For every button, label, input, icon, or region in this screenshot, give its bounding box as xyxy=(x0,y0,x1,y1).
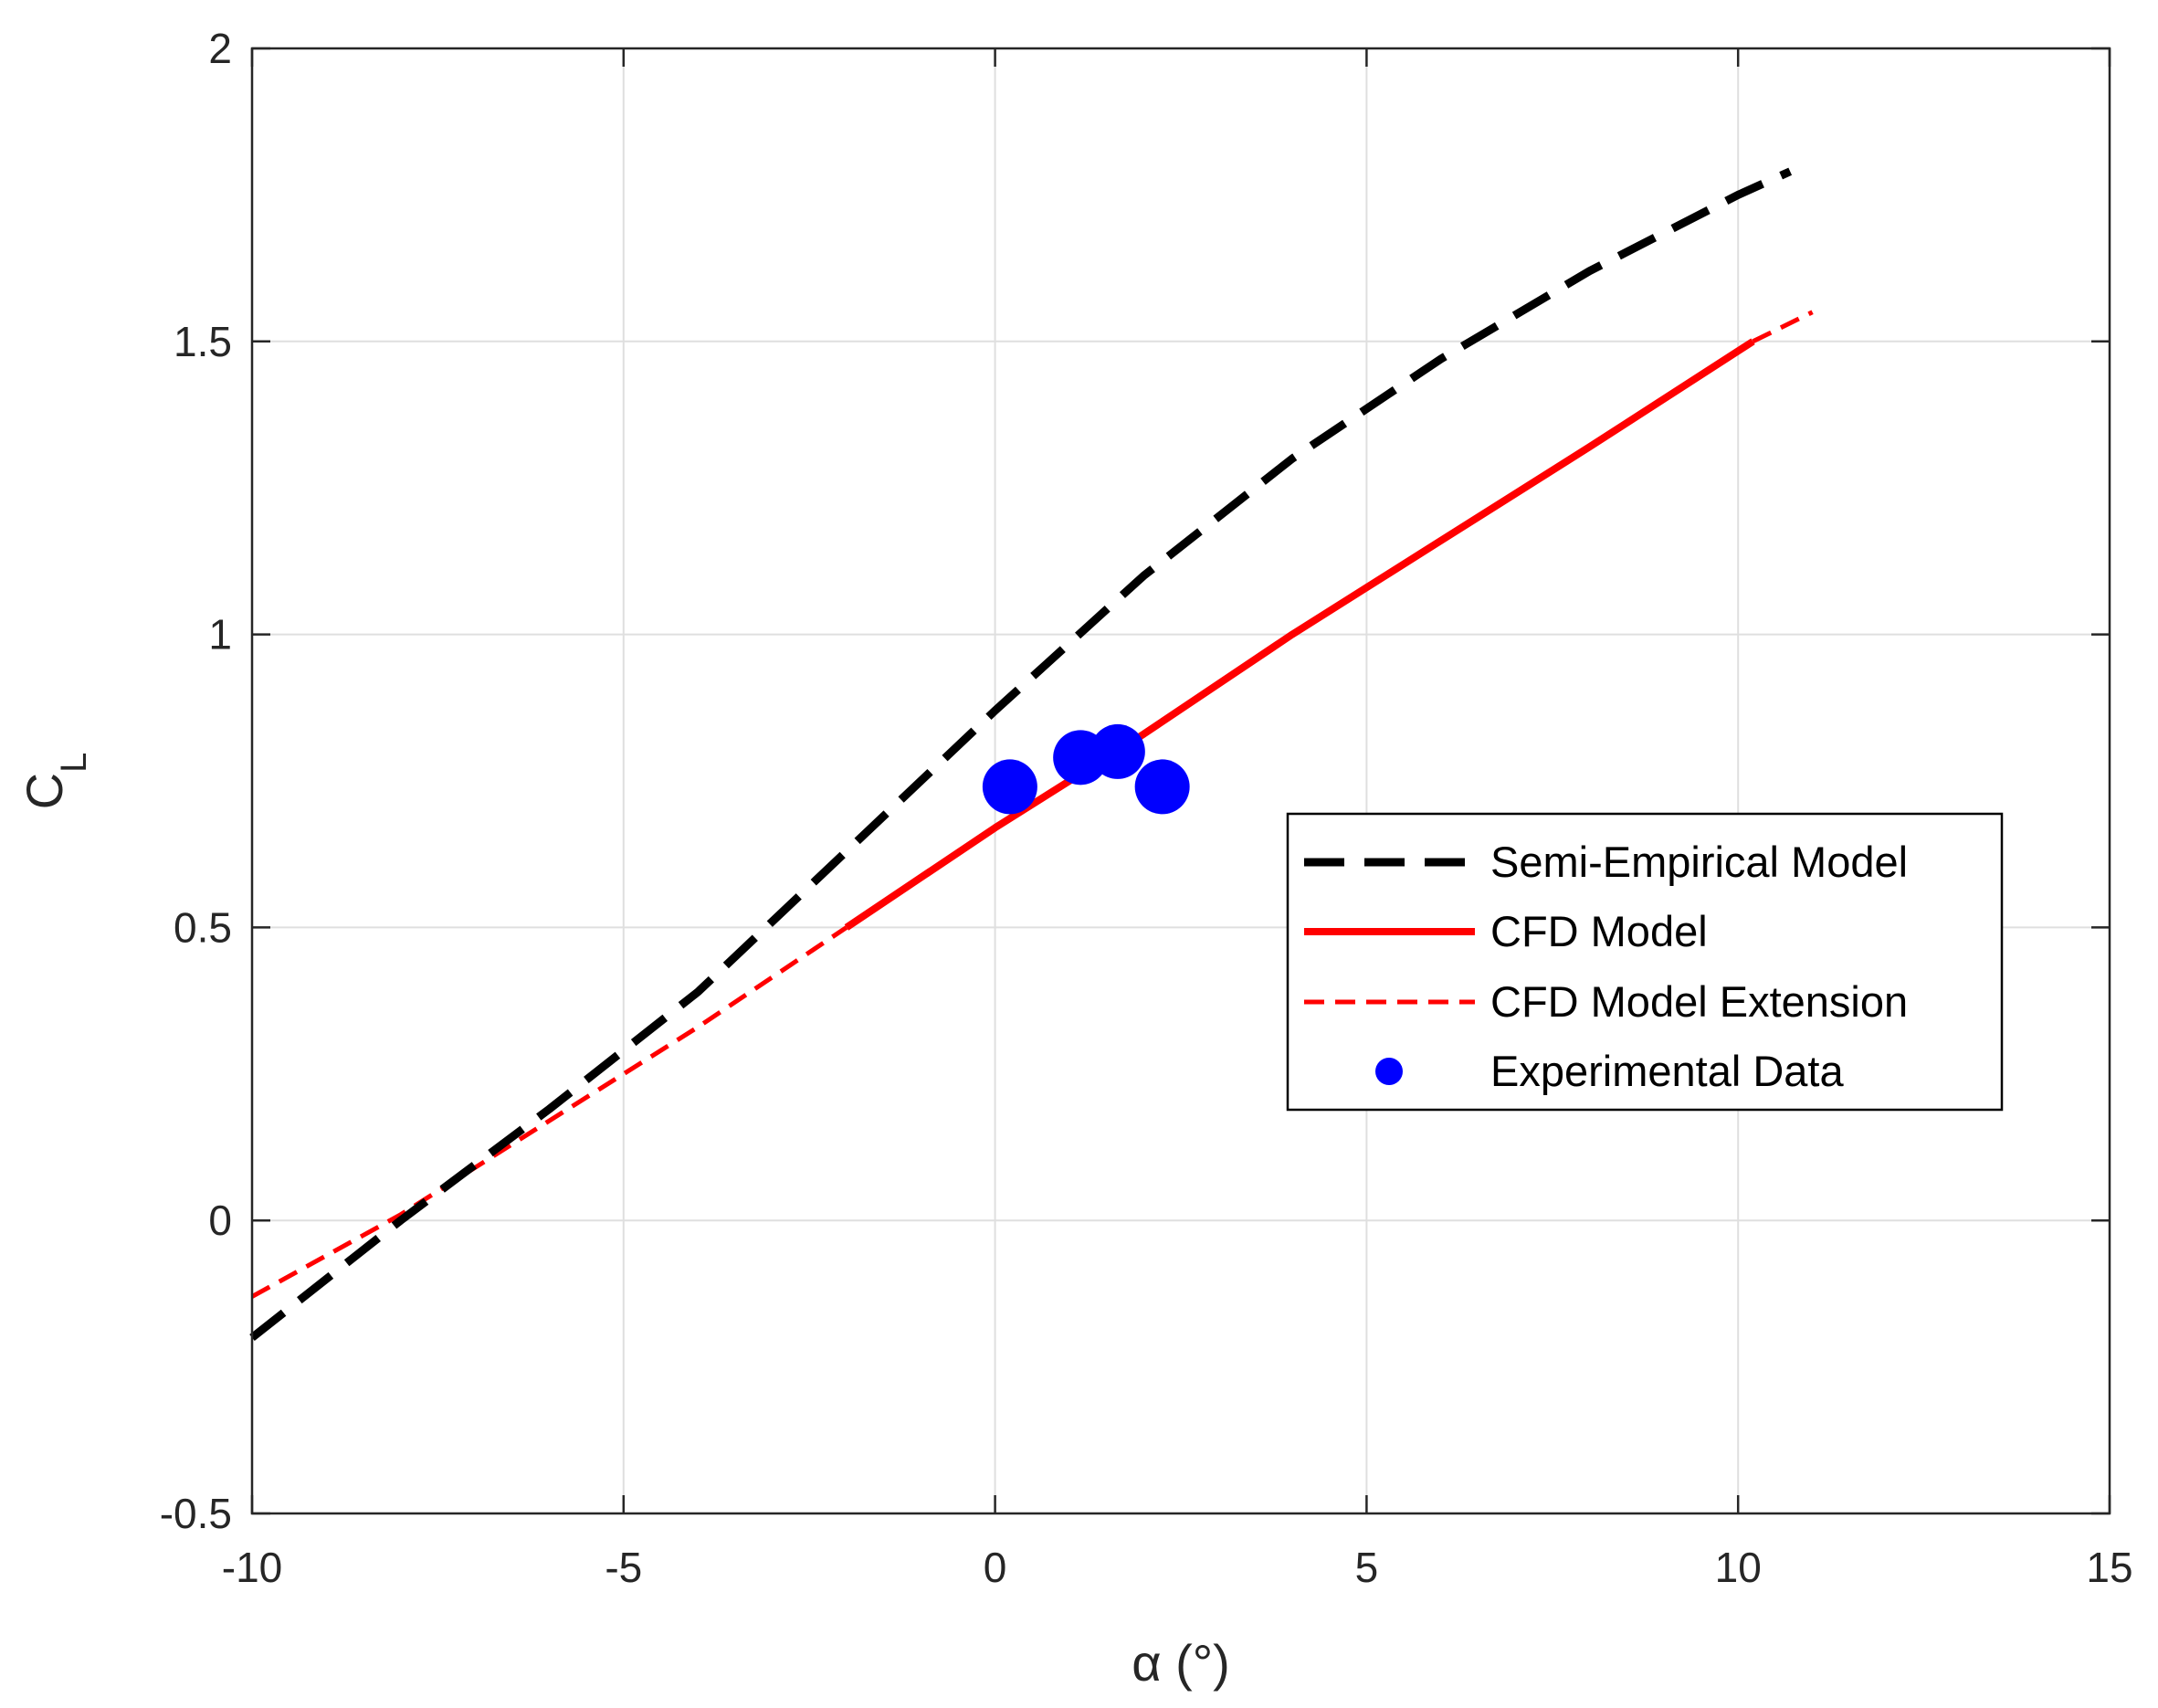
legend: Semi-Empirical Model CFD Model CFD Model… xyxy=(1286,812,2004,1112)
data-point-experimental-data xyxy=(982,759,1037,815)
x-tick-label: 5 xyxy=(1355,1544,1379,1591)
series-line-cfd-model-extension xyxy=(1752,310,1814,344)
y-tick-label: 0.5 xyxy=(174,903,232,951)
x-tick-label: 10 xyxy=(1715,1544,1762,1591)
y-tick-label: 0 xyxy=(208,1197,232,1244)
x-tick-label: -10 xyxy=(222,1544,282,1591)
legend-box xyxy=(1286,812,2004,1112)
x-tick-label: 15 xyxy=(2086,1544,2132,1591)
y-tick-label: 1 xyxy=(208,611,232,659)
data-point-experimental-data xyxy=(1134,759,1190,815)
y-tick-labels: -0.5 0 0.5 1 1.5 2 xyxy=(160,25,232,1537)
x-tick-label: 0 xyxy=(984,1544,1007,1591)
legend-label-semi-empirical: Semi-Empirical Model xyxy=(1490,838,1908,886)
plot-frame xyxy=(250,47,2111,1515)
legend-label-cfd-model: CFD Model xyxy=(1490,907,1708,955)
legend-label-cfd-extension: CFD Model Extension xyxy=(1490,977,1908,1026)
series-layer xyxy=(249,167,1814,1342)
series-line-cfd-model xyxy=(844,338,1755,931)
y-axis-label-subscript: L xyxy=(54,753,94,773)
y-axis-label-main: C xyxy=(16,773,73,809)
x-axis-label: α (°) xyxy=(1132,1634,1230,1692)
y-tick-label: -0.5 xyxy=(160,1490,232,1537)
y-tick-label: 2 xyxy=(208,25,232,72)
legend-marker-experimental xyxy=(1375,1058,1403,1085)
x-tick-label: -5 xyxy=(605,1544,642,1591)
data-point-experimental-data xyxy=(1090,723,1145,779)
tick-marks xyxy=(250,47,2111,1515)
series-line-cfd-model-extension xyxy=(250,925,848,1299)
y-axis-label: CL xyxy=(16,753,94,810)
y-tick-label: 1.5 xyxy=(174,318,232,365)
x-tick-labels: -10 -5 0 5 10 15 xyxy=(222,1544,2133,1591)
legend-label-experimental: Experimental Data xyxy=(1490,1047,1844,1095)
